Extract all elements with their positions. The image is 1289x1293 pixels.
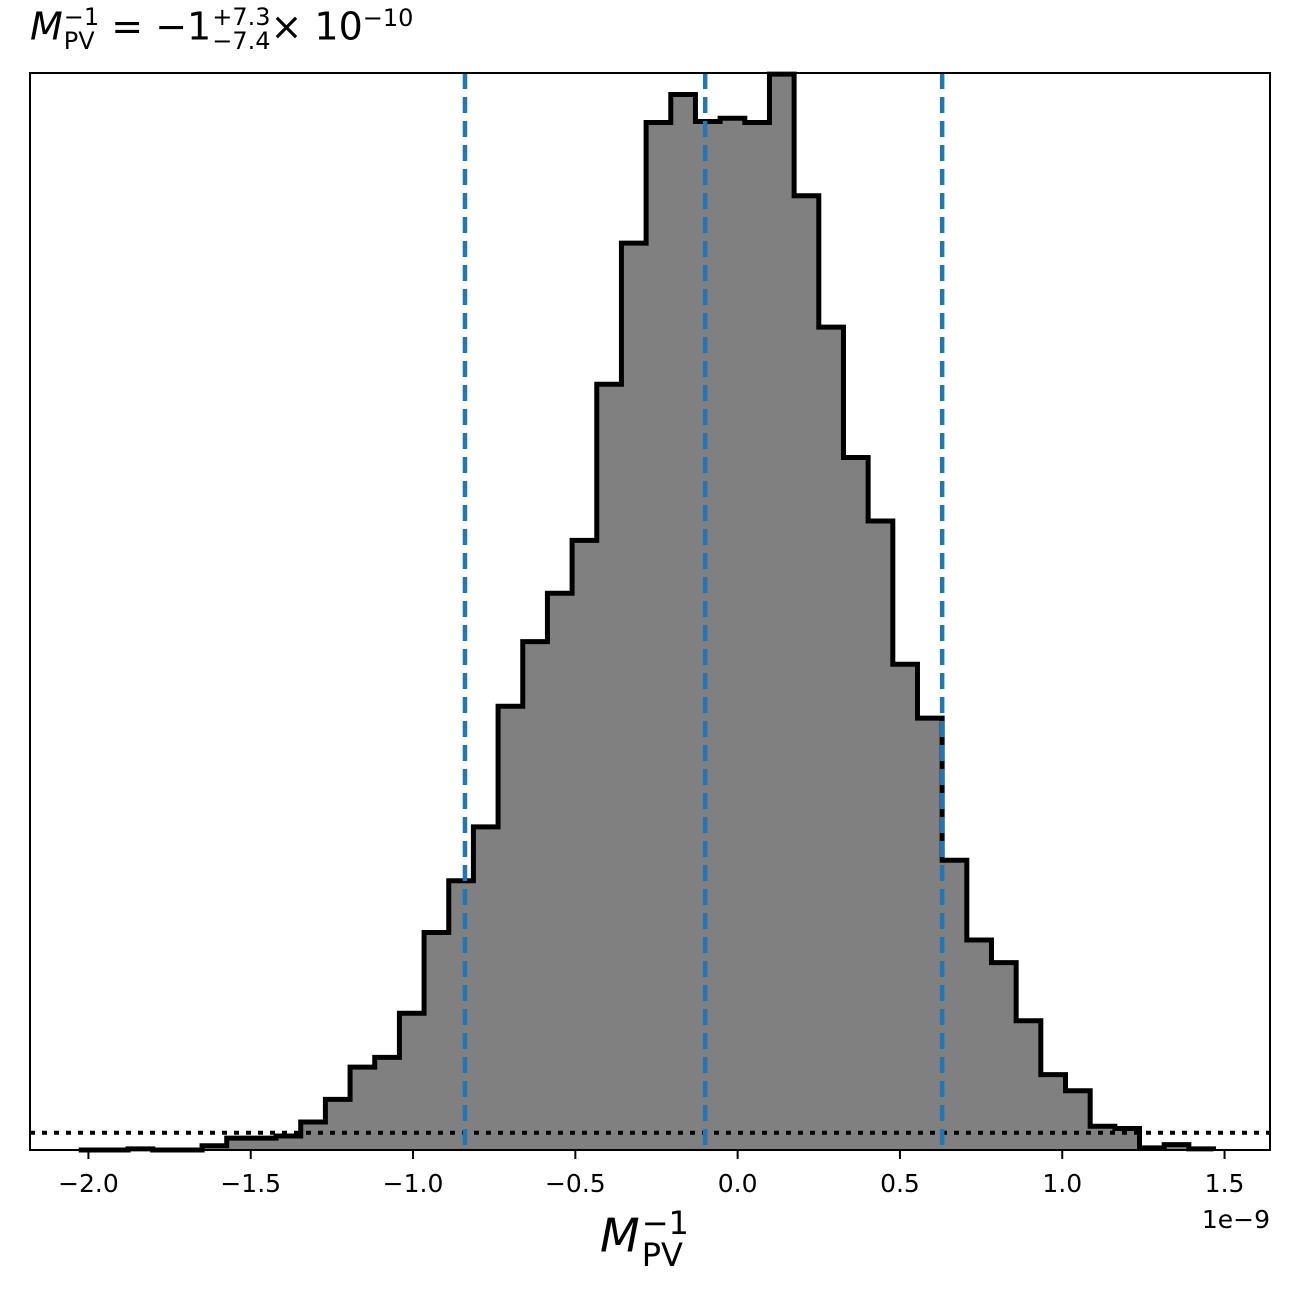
histogram-bar bbox=[1040, 1074, 1067, 1150]
x-tick-label: 1.5 bbox=[1205, 1169, 1245, 1198]
histogram-bar bbox=[1114, 1128, 1141, 1150]
x-tick-label: 0.5 bbox=[880, 1169, 920, 1198]
histogram-bar bbox=[547, 593, 573, 1150]
x-tick-label: −1.0 bbox=[383, 1169, 444, 1198]
x-tick-label: 0.0 bbox=[718, 1169, 758, 1198]
title-exponent: −10 bbox=[362, 4, 414, 32]
title-err-minus: −7.4 bbox=[212, 27, 271, 56]
histogram-bar bbox=[350, 1067, 376, 1150]
histogram-bar bbox=[424, 932, 450, 1150]
title-symbol-sub: PV bbox=[63, 27, 95, 56]
histogram-bar bbox=[399, 1013, 425, 1150]
histogram-bar bbox=[794, 195, 820, 1150]
histogram-bar bbox=[991, 962, 1017, 1150]
histogram-bar bbox=[1016, 1020, 1042, 1150]
x-axis-label: M −1 PV bbox=[600, 1207, 689, 1271]
histogram-bar bbox=[843, 457, 869, 1150]
histogram-bar bbox=[917, 718, 943, 1150]
histogram-bar bbox=[1065, 1090, 1091, 1150]
histogram-bar bbox=[596, 384, 623, 1150]
histogram-bar bbox=[572, 540, 598, 1150]
histogram-bar bbox=[374, 1057, 401, 1150]
x-tick-label: −1.5 bbox=[220, 1169, 281, 1198]
x-tick-label: 1.0 bbox=[1042, 1169, 1082, 1198]
histogram-bar bbox=[300, 1121, 326, 1150]
histogram-bar bbox=[522, 641, 549, 1150]
histogram-bar bbox=[695, 121, 721, 1151]
histogram-bar bbox=[1164, 1144, 1190, 1150]
x-axis-label-symbol: M bbox=[600, 1208, 640, 1263]
x-axis-label-sub: PV bbox=[641, 1236, 683, 1274]
histogram-bar bbox=[251, 1138, 277, 1150]
title-times: × 10 bbox=[270, 4, 363, 49]
x-axis-label-sup: −1 bbox=[641, 1204, 689, 1242]
chart-title: M −1 PV = −1 +7.3 −7.4 × 10−10 bbox=[30, 4, 413, 53]
histogram-bar bbox=[942, 860, 968, 1150]
axes-frame bbox=[29, 72, 1271, 1151]
x-tick-label: −2.0 bbox=[58, 1169, 119, 1198]
histogram-outline bbox=[78, 71, 1217, 1153]
histogram-bar bbox=[621, 243, 647, 1150]
histogram-bar bbox=[448, 880, 475, 1150]
histogram-bar bbox=[276, 1135, 302, 1150]
histogram-bar bbox=[769, 74, 795, 1150]
histogram-bar bbox=[868, 521, 894, 1150]
histogram-bar bbox=[720, 118, 746, 1150]
x-axis-offset-label: 1e−9 bbox=[1201, 1205, 1270, 1234]
histogram-bar bbox=[818, 327, 845, 1150]
histogram-bar bbox=[966, 939, 993, 1150]
x-tick-label: −0.5 bbox=[545, 1169, 606, 1198]
title-symbol-sup: −1 bbox=[63, 3, 100, 32]
histogram-bar bbox=[646, 122, 672, 1151]
title-err-plus: +7.3 bbox=[212, 3, 271, 32]
histogram-bar bbox=[325, 1099, 351, 1150]
histogram-bar bbox=[473, 826, 499, 1150]
histogram-bar bbox=[744, 122, 771, 1151]
histogram-bar bbox=[892, 664, 919, 1150]
bars-layer bbox=[78, 71, 1217, 1153]
title-symbol: M bbox=[30, 4, 63, 49]
histogram-bar bbox=[498, 706, 524, 1150]
reference-lines-layer bbox=[30, 73, 1270, 1150]
histogram-bar bbox=[1090, 1126, 1116, 1150]
histogram-bar bbox=[226, 1138, 252, 1150]
title-equals: = −1 bbox=[111, 4, 212, 49]
histogram-bar bbox=[670, 94, 697, 1150]
x-ticks-layer: −2.0 −1.5 −1.0 −0.5 0.0 0.5 1.0 1.5 bbox=[58, 1150, 1244, 1198]
